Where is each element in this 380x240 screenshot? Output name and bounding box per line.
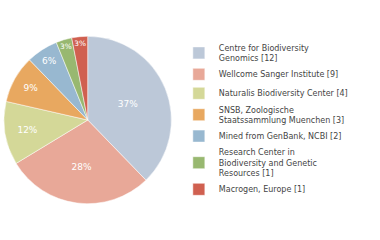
svg-text:Naturalis Biodiversity Center: Naturalis Biodiversity Center [4] — [219, 89, 348, 98]
svg-text:Research Center inBiodiversity: Research Center inBiodiversity and Genet… — [219, 148, 317, 178]
svg-text:28%: 28% — [71, 162, 91, 172]
svg-text:9%: 9% — [24, 83, 39, 93]
svg-text:12%: 12% — [17, 125, 37, 135]
svg-text:3%: 3% — [60, 42, 72, 51]
svg-text:SNSB, ZoologischeStaatssammlun: SNSB, ZoologischeStaatssammlung Muenchen… — [219, 106, 344, 125]
svg-text:3%: 3% — [74, 39, 86, 48]
svg-text:Mined from GenBank, NCBI [2]: Mined from GenBank, NCBI [2] — [219, 132, 342, 141]
svg-text:Centre for BiodiversityGenomic: Centre for BiodiversityGenomics [12] — [219, 44, 309, 63]
svg-text:Wellcome Sanger Institute [9]: Wellcome Sanger Institute [9] — [219, 70, 338, 79]
svg-text:37%: 37% — [118, 99, 138, 109]
svg-text:Macrogen, Europe [1]: Macrogen, Europe [1] — [219, 185, 305, 194]
svg-text:6%: 6% — [42, 56, 57, 66]
